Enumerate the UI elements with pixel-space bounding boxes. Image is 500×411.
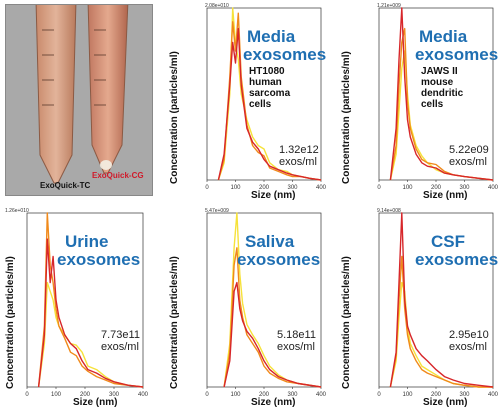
series-line-red xyxy=(389,212,494,388)
concentration-value: 1.32e12 xyxy=(279,144,319,156)
chart-media-ht1080: 0 100 200 300 400 2.08e+010 Concentration (p… xyxy=(165,3,327,204)
chart-media-ht1080-plot: 0 100 200 300 400 xyxy=(205,7,327,191)
subtitle-line-2: mouse xyxy=(421,77,454,88)
chart-urine: 0 100 200 300 400 1.26e+010 Concentration (p… xyxy=(5,208,165,409)
subtitle-line-3: sarcoma xyxy=(249,88,291,99)
x-tick-label: 300 xyxy=(459,185,470,191)
x-tick-label: 300 xyxy=(287,392,298,398)
series-line-orange xyxy=(217,12,322,181)
concentration-value: 7.73e11 xyxy=(101,329,140,341)
subtitle-line-1: HT1080 xyxy=(249,66,285,77)
ymax-label: 1.21e+009 xyxy=(377,3,401,9)
subtitle-line-4: cells xyxy=(421,99,444,110)
chart-saliva-plot: 0 100 200 300 400 xyxy=(205,212,327,398)
subtitle-line-2: human xyxy=(249,77,282,88)
y-axis-label: Concentration (particles/ml) xyxy=(169,51,180,184)
x-tick-label: 0 xyxy=(377,185,381,191)
x-tick-label: 100 xyxy=(402,392,413,398)
ymax-label: 5.47e+009 xyxy=(205,208,229,214)
series-line-red xyxy=(223,281,322,388)
subtitle-line-3: dendritic xyxy=(421,88,464,99)
x-tick-label: 200 xyxy=(431,185,442,191)
chart-csf: 0 100 200 300 400 9.14e+008 Concentration (p… xyxy=(337,208,499,409)
tubes-photo: ExoQuick-TC ExoQuick-CG xyxy=(5,4,153,196)
ymax-label: 9.14e+008 xyxy=(377,208,401,214)
x-tick-label: 100 xyxy=(230,392,241,398)
y-axis-label: Concentration (particles/ml) xyxy=(169,256,180,389)
concentration-unit: exos/ml xyxy=(101,341,139,353)
chart-title-line-1: CSF xyxy=(431,232,465,251)
series-line-orange xyxy=(389,255,493,388)
chart-media-jaws-plot: 0 100 200 300 400 xyxy=(377,7,499,191)
x-tick-label: 100 xyxy=(402,185,413,191)
series-line-orange xyxy=(223,247,322,388)
x-tick-label: 0 xyxy=(205,392,209,398)
chart-saliva: 0 100 200 300 400 5.47e+009 Concentration (p… xyxy=(165,208,327,409)
x-axis-label: Size (nm) xyxy=(251,397,296,408)
x-axis-label: Size (nm) xyxy=(251,190,296,201)
x-tick-label: 400 xyxy=(488,185,499,191)
x-axis-label: Size (nm) xyxy=(73,397,118,408)
chart-csf-plot: 0 100 200 300 400 xyxy=(377,212,499,398)
x-tick-label: 400 xyxy=(138,392,149,398)
concentration-unit: exos/ml xyxy=(449,341,487,353)
x-tick-label: 200 xyxy=(259,185,270,191)
concentration-value: 5.22e09 xyxy=(449,144,489,156)
x-tick-label: 300 xyxy=(287,185,298,191)
x-tick-label: 0 xyxy=(205,185,209,191)
subtitle-line-1: JAWS II xyxy=(421,66,458,77)
x-axis-label: Size (nm) xyxy=(423,190,468,201)
series-line-orange xyxy=(37,212,144,388)
series-line-red xyxy=(217,27,322,181)
y-axis-label: Concentration (particles/ml) xyxy=(341,256,352,389)
x-tick-label: 300 xyxy=(109,392,120,398)
concentration-unit: exos/ml xyxy=(277,341,315,353)
x-axis-label: Size (nm) xyxy=(423,397,468,408)
ymax-label: 2.08e+010 xyxy=(205,3,229,9)
x-tick-label: 0 xyxy=(25,392,29,398)
concentration-value: 5.18e11 xyxy=(277,329,316,341)
x-tick-label: 300 xyxy=(459,392,470,398)
chart-title-line-2: exosomes xyxy=(415,45,499,64)
chart-title-line-2: exosomes xyxy=(57,250,141,269)
chart-title-line-2: exosomes xyxy=(243,45,327,64)
x-tick-label: 200 xyxy=(431,392,442,398)
x-tick-label: 0 xyxy=(377,392,381,398)
chart-title-line-1: Media xyxy=(247,27,296,46)
y-axis-label: Concentration (particles/ml) xyxy=(5,256,16,389)
x-tick-label: 400 xyxy=(488,392,499,398)
tube-label-cg: ExoQuick-CG xyxy=(92,171,144,180)
chart-title-line-1: Saliva xyxy=(245,232,295,251)
concentration-unit: exos/ml xyxy=(279,156,317,168)
chart-title-line-2: exosomes xyxy=(415,250,499,269)
chart-urine-plot: 0 100 200 300 400 xyxy=(25,212,149,398)
tubes-illustration xyxy=(6,5,152,195)
chart-title-line-1: Media xyxy=(419,27,468,46)
series-line-red xyxy=(389,7,494,181)
concentration-unit: exos/ml xyxy=(449,156,487,168)
x-tick-label: 400 xyxy=(316,185,327,191)
concentration-value: 2.95e10 xyxy=(449,329,489,341)
chart-title-line-2: exosomes xyxy=(237,250,321,269)
y-axis-label: Concentration (particles/ml) xyxy=(341,51,352,184)
x-tick-label: 200 xyxy=(80,392,91,398)
chart-title-line-1: Urine xyxy=(65,232,109,251)
x-tick-label: 400 xyxy=(316,392,327,398)
x-tick-label: 100 xyxy=(51,392,62,398)
chart-media-jaws: 0 100 200 300 400 1.21e+009 Concentration (p… xyxy=(337,3,499,204)
x-tick-label: 200 xyxy=(259,392,270,398)
x-tick-label: 100 xyxy=(230,185,241,191)
tube-label-tc: ExoQuick-TC xyxy=(40,181,91,190)
subtitle-line-4: cells xyxy=(249,99,272,110)
series-line-red xyxy=(37,238,144,388)
ymax-label: 1.26e+010 xyxy=(5,208,29,214)
